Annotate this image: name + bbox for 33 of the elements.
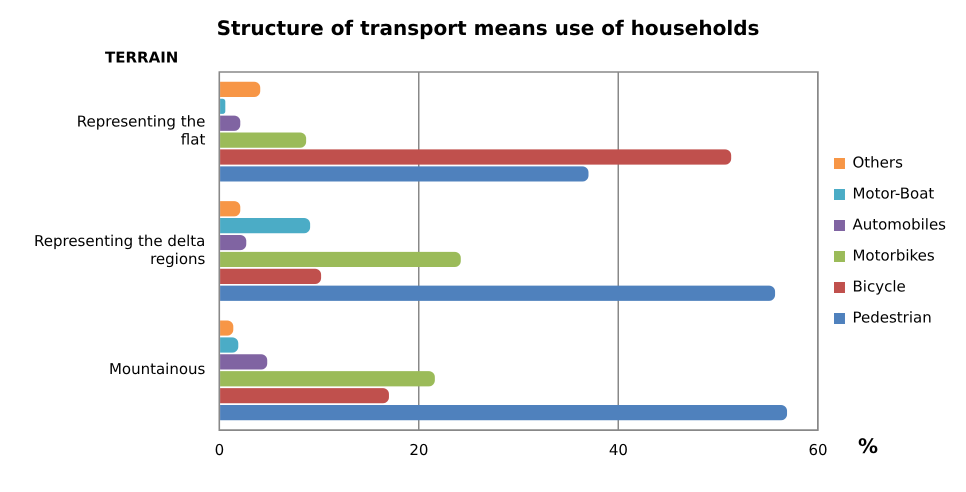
bar — [220, 98, 226, 114]
y-tick-label: Representing the delta regions — [34, 232, 206, 268]
chart-title: Structure of transport means use of households — [216, 16, 760, 40]
bar — [220, 286, 776, 301]
bar — [220, 218, 310, 234]
bar — [220, 337, 238, 353]
x-tick-label: 40 — [608, 440, 628, 459]
legend-label: Others — [852, 153, 904, 172]
legend-label: Motor-Boat — [852, 184, 934, 202]
y-tick-label: Mountainous — [108, 360, 206, 378]
x-tick-label: 60 — [808, 440, 828, 459]
x-tick-label: 0 — [214, 440, 224, 459]
bar — [220, 234, 246, 250]
bar — [220, 252, 461, 268]
x-tick-label: 20 — [409, 440, 428, 459]
legend-label: Motorbikes — [852, 246, 935, 264]
y-axis-title: TERRAIN — [105, 48, 178, 66]
x-axis-title: % — [858, 434, 878, 458]
bar — [220, 116, 240, 131]
bar — [220, 268, 322, 284]
legend-label: Automobiles — [852, 215, 946, 234]
legend-label: Bicycle — [852, 277, 906, 296]
y-tick-label: Representing the flat — [76, 112, 206, 149]
bar — [220, 201, 240, 216]
legend-label: Pedestrian — [852, 308, 932, 326]
bar — [220, 404, 788, 420]
bar — [220, 371, 435, 386]
bar — [220, 354, 268, 370]
bar — [220, 132, 306, 148]
bar — [220, 166, 589, 182]
bar — [220, 82, 260, 98]
bar — [220, 149, 732, 165]
bar — [220, 388, 389, 404]
